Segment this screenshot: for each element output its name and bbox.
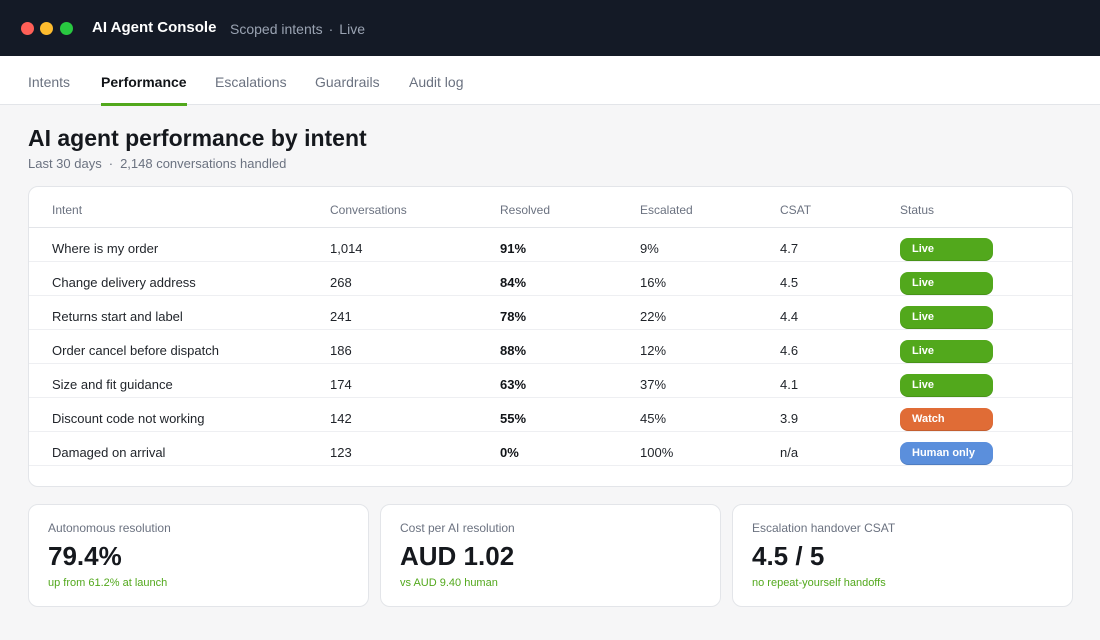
csat-score: 4.7 xyxy=(780,241,799,256)
scope-label: Scoped intents xyxy=(230,21,323,37)
stat-card-handover-csat: Escalation handover CSAT 4.5 / 5 no repe… xyxy=(732,504,1073,607)
escalated-rate: 37% xyxy=(640,377,667,392)
intent-name: Discount code not working xyxy=(52,411,205,426)
table-row[interactable]: Where is my order 1,014 91% 9% 4.7 Live xyxy=(29,228,1072,262)
table-row[interactable]: Change delivery address 268 84% 16% 4.5 … xyxy=(29,262,1072,296)
mode-label: Live xyxy=(339,21,365,37)
intent-name: Change delivery address xyxy=(52,275,196,290)
column-header-csat[interactable]: CSAT xyxy=(780,203,812,217)
resolved-rate: 55% xyxy=(500,411,527,426)
table-header: Intent Conversations Resolved Escalated … xyxy=(29,187,1072,228)
intent-name: Where is my order xyxy=(52,241,159,256)
stat-value: 4.5 / 5 xyxy=(752,541,825,571)
conversation-summary: 2,148 conversations handled xyxy=(120,156,287,171)
resolved-rate: 88% xyxy=(500,343,527,358)
window-close-button[interactable] xyxy=(21,22,34,35)
column-header-conversations[interactable]: Conversations xyxy=(330,203,407,217)
escalated-rate: 45% xyxy=(640,411,667,426)
stat-note: no repeat-yourself handoffs xyxy=(752,577,886,589)
status-badge: Live xyxy=(900,340,993,363)
stat-label: Cost per AI resolution xyxy=(400,521,515,535)
resolved-rate: 78% xyxy=(500,309,527,324)
csat-score: 4.5 xyxy=(780,275,799,290)
escalated-rate: 12% xyxy=(640,343,667,358)
stat-note: vs AUD 9.40 human xyxy=(400,577,498,589)
resolved-rate: 84% xyxy=(500,275,527,290)
status-badge: Live xyxy=(900,238,993,261)
status-badge: Live xyxy=(900,306,993,329)
stat-label: Escalation handover CSAT xyxy=(752,521,896,535)
intent-performance-table: Intent Conversations Resolved Escalated … xyxy=(28,186,1073,487)
table-row[interactable]: Size and fit guidance 174 63% 37% 4.1 Li… xyxy=(29,364,1072,398)
tab-escalations[interactable]: Escalations xyxy=(215,74,287,90)
csat-score: 4.4 xyxy=(780,309,799,324)
escalated-rate: 100% xyxy=(640,445,674,460)
column-header-escalated[interactable]: Escalated xyxy=(640,203,693,217)
table-row[interactable]: Order cancel before dispatch 186 88% 12%… xyxy=(29,330,1072,364)
csat-score: 3.9 xyxy=(780,411,799,426)
status-badge: Live xyxy=(900,272,993,295)
stat-value: AUD 1.02 xyxy=(400,541,515,571)
page-subtitle-separator: · xyxy=(108,156,114,171)
period-label: Last 30 days xyxy=(28,156,102,171)
stat-card-cost-per-resolution: Cost per AI resolution AUD 1.02 vs AUD 9… xyxy=(380,504,721,607)
intent-name: Size and fit guidance xyxy=(52,377,173,392)
conversations-count: 1,014 xyxy=(330,241,363,256)
table-row[interactable]: Damaged on arrival 123 0% 100% n/a Human… xyxy=(29,432,1072,466)
escalated-rate: 22% xyxy=(640,309,667,324)
resolved-rate: 63% xyxy=(500,377,527,392)
escalated-rate: 16% xyxy=(640,275,667,290)
stat-card-autonomous-resolution: Autonomous resolution 79.4% up from 61.2… xyxy=(28,504,369,607)
csat-score: n/a xyxy=(780,445,799,460)
tab-guardrails[interactable]: Guardrails xyxy=(315,74,380,90)
conversations-count: 142 xyxy=(330,411,352,426)
app-title: AI Agent Console xyxy=(92,19,217,36)
status-badge: Human only xyxy=(900,442,993,465)
column-header-intent[interactable]: Intent xyxy=(52,203,83,217)
subtitle-separator: · xyxy=(328,21,334,37)
conversations-count: 123 xyxy=(330,445,352,460)
page-title: AI agent performance by intent xyxy=(28,125,367,151)
resolved-rate: 0% xyxy=(500,445,519,460)
conversations-count: 174 xyxy=(330,377,352,392)
stat-note: up from 61.2% at launch xyxy=(48,577,168,589)
escalated-rate: 9% xyxy=(640,241,659,256)
csat-score: 4.6 xyxy=(780,343,799,358)
table-row[interactable]: Discount code not working 142 55% 45% 3.… xyxy=(29,398,1072,432)
page-subtitle: Last 30 days · 2,148 conversations handled xyxy=(28,156,286,171)
csat-score: 4.1 xyxy=(780,377,799,392)
stat-value: 79.4% xyxy=(48,541,122,571)
status-badge: Watch xyxy=(900,408,993,431)
window-minimize-button[interactable] xyxy=(40,22,53,35)
title-bar: AI Agent Console Scoped intents · Live xyxy=(0,0,1100,56)
tab-performance[interactable]: Performance xyxy=(101,56,187,106)
stat-label: Autonomous resolution xyxy=(48,521,171,535)
status-badge: Live xyxy=(900,374,993,397)
intent-name: Order cancel before dispatch xyxy=(52,343,219,358)
intent-name: Returns start and label xyxy=(52,309,183,324)
app-subtitle: Scoped intents · Live xyxy=(230,21,365,37)
table-row[interactable]: Returns start and label 241 78% 22% 4.4 … xyxy=(29,296,1072,330)
tab-audit-log[interactable]: Audit log xyxy=(409,74,464,90)
intent-name: Damaged on arrival xyxy=(52,445,166,460)
window-zoom-button[interactable] xyxy=(60,22,73,35)
conversations-count: 186 xyxy=(330,343,352,358)
column-header-status[interactable]: Status xyxy=(900,203,935,217)
conversations-count: 268 xyxy=(330,275,352,290)
column-header-resolved[interactable]: Resolved xyxy=(500,203,551,217)
resolved-rate: 91% xyxy=(500,241,527,256)
tab-bar: Intents Performance Escalations Guardrai… xyxy=(0,56,1100,106)
tab-intents[interactable]: Intents xyxy=(28,74,71,90)
conversations-count: 241 xyxy=(330,309,352,324)
